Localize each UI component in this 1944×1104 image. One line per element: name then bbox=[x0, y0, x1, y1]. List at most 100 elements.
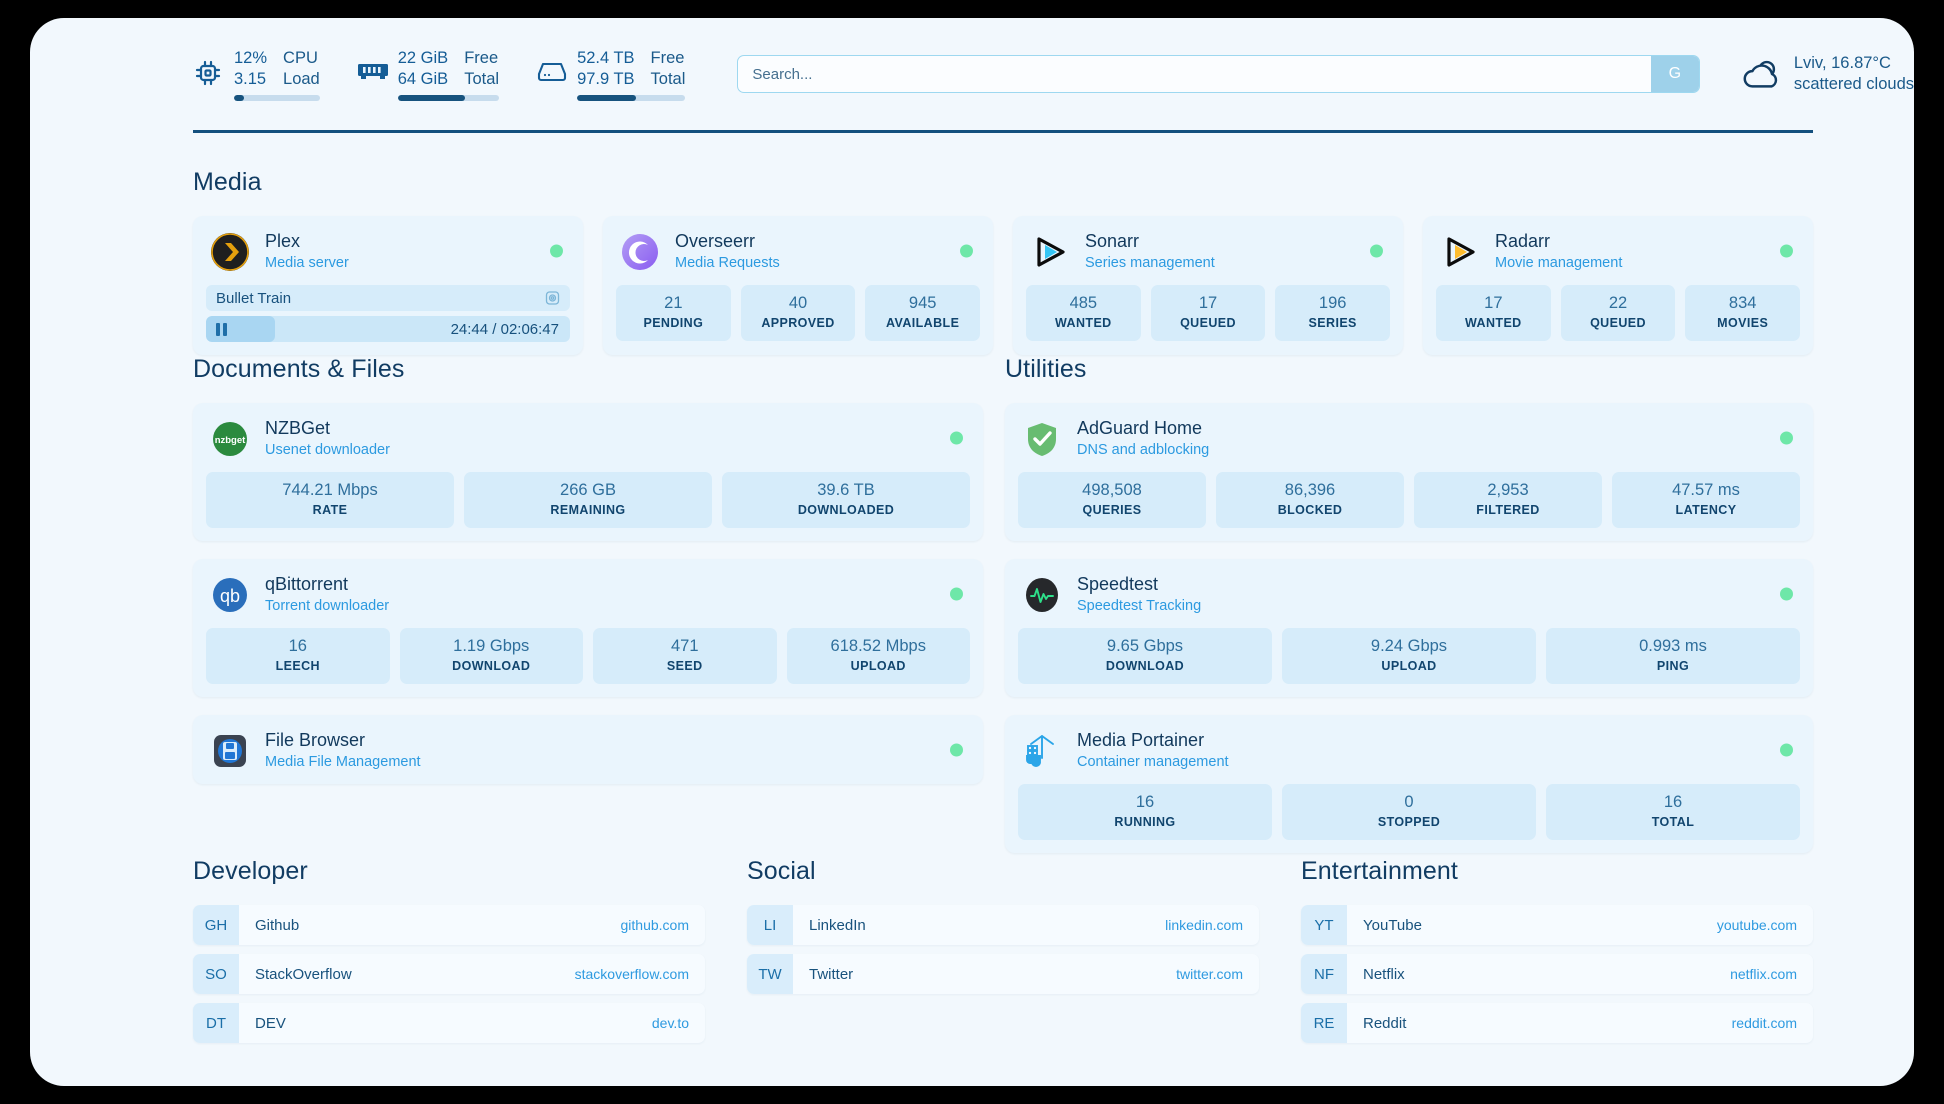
card-header: File Browser Media File Management bbox=[193, 715, 983, 784]
card-labels: qBittorrent Torrent downloader bbox=[265, 573, 389, 616]
stat-tile[interactable]: 9.24 Gbps UPLOAD bbox=[1282, 628, 1536, 684]
service-card[interactable]: AdGuard Home DNS and adblocking 498,508 … bbox=[1005, 403, 1813, 541]
card-subtitle: Usenet downloader bbox=[265, 442, 390, 458]
bookmark-item[interactable]: GH Github github.com bbox=[193, 905, 705, 945]
stat-tile[interactable]: 498,508 QUERIES bbox=[1018, 472, 1206, 528]
memory-icon bbox=[357, 58, 388, 88]
media-card-row: Plex Media server Bullet Train 24:44 / 0… bbox=[193, 216, 1813, 355]
service-card[interactable]: nzbget NZBGet Usenet downloader 744.21 M… bbox=[193, 403, 983, 541]
stat-label: DOWNLOADED bbox=[797, 503, 895, 517]
portainer-icon bbox=[1023, 732, 1061, 770]
bookmark-item[interactable]: DT DEV dev.to bbox=[193, 1003, 705, 1043]
bookmark-url: linkedin.com bbox=[1165, 917, 1243, 933]
stat-tile[interactable]: 9.65 Gbps DOWNLOAD bbox=[1018, 628, 1272, 684]
bookmark-item[interactable]: YT YouTube youtube.com bbox=[1301, 905, 1813, 945]
dashboard-content: Media Plex Media server Bullet Train bbox=[30, 130, 1914, 1086]
service-card[interactable]: Radarr Movie management 17 WANTED 22 QUE… bbox=[1423, 216, 1813, 355]
stat-tile[interactable]: 17 WANTED bbox=[1436, 285, 1551, 341]
search-submit-button[interactable]: G bbox=[1650, 56, 1699, 92]
card-header: Media Portainer Container management bbox=[1005, 715, 1813, 784]
stat-tile[interactable]: 16 RUNNING bbox=[1018, 784, 1272, 840]
stat-label: UPLOAD bbox=[850, 659, 906, 673]
pause-icon[interactable] bbox=[216, 322, 227, 336]
bookmark-item[interactable]: SO StackOverflow stackoverflow.com bbox=[193, 954, 705, 994]
stat-tile[interactable]: 196 SERIES bbox=[1275, 285, 1391, 341]
now-playing-progress[interactable]: 24:44 / 02:06:47 bbox=[206, 316, 570, 342]
stat-tile[interactable]: 618.52 Mbps UPLOAD bbox=[786, 628, 970, 684]
card-header: Sonarr Series management bbox=[1013, 216, 1403, 285]
bookmark-abbr: YT bbox=[1301, 905, 1347, 945]
stat-row: 21 PENDING 40 APPROVED 945 AVAILABLE bbox=[603, 285, 993, 354]
service-card[interactable]: Media Portainer Container management 16 … bbox=[1005, 715, 1813, 853]
stat-tile[interactable]: 40 APPROVED bbox=[740, 285, 856, 341]
stat-tile[interactable]: 471 SEED bbox=[593, 628, 777, 684]
service-card[interactable]: qb qBittorrent Torrent downloader 16 LEE… bbox=[193, 559, 983, 697]
bookmark-item[interactable]: RE Reddit reddit.com bbox=[1301, 1003, 1813, 1043]
stat-label: RATE bbox=[312, 503, 348, 517]
stat-tile[interactable]: 16 LEECH bbox=[206, 628, 390, 684]
stat-value: 16 bbox=[1663, 793, 1683, 811]
service-card[interactable]: Speedtest Speedtest Tracking 9.65 Gbps D… bbox=[1005, 559, 1813, 697]
service-card[interactable]: Plex Media server Bullet Train 24:44 / 0… bbox=[193, 216, 583, 355]
bookmark-item[interactable]: NF Netflix netflix.com bbox=[1301, 954, 1813, 994]
stat-tile[interactable]: 21 PENDING bbox=[616, 285, 731, 341]
card-title: Sonarr bbox=[1085, 231, 1140, 251]
stat-tile[interactable]: 86,396 BLOCKED bbox=[1216, 472, 1404, 528]
stat-tile[interactable]: 834 MOVIES bbox=[1685, 285, 1801, 341]
bookmark-abbr: LI bbox=[747, 905, 793, 945]
stat-tile[interactable]: 744.21 Mbps RATE bbox=[206, 472, 454, 528]
bookmark-item[interactable]: LI LinkedIn linkedin.com bbox=[747, 905, 1259, 945]
stat-label: DOWNLOAD bbox=[1105, 659, 1185, 673]
stat-label: QUEUED bbox=[1180, 316, 1236, 330]
status-indicator bbox=[960, 244, 973, 257]
stat-tile[interactable]: 2,953 FILTERED bbox=[1414, 472, 1602, 528]
weather-location: Lviv, 16.87°C bbox=[1793, 54, 1891, 72]
service-card[interactable]: File Browser Media File Management bbox=[193, 715, 983, 784]
stat-tile[interactable]: 266 GB REMAINING bbox=[464, 472, 712, 528]
stat-value: 2,953 bbox=[1487, 481, 1529, 499]
service-card[interactable]: Sonarr Series management 485 WANTED 17 Q… bbox=[1013, 216, 1403, 355]
stat-label: STOPPED bbox=[1377, 815, 1441, 829]
stat-label: WANTED bbox=[1465, 316, 1522, 330]
stat-label: PENDING bbox=[643, 316, 704, 330]
bookmark-name: YouTube bbox=[1363, 916, 1422, 934]
stat-tile[interactable]: 0.993 ms PING bbox=[1546, 628, 1800, 684]
stat-tile[interactable]: 17 QUEUED bbox=[1150, 285, 1266, 341]
cast-icon[interactable] bbox=[545, 291, 560, 306]
stat-tile[interactable]: 0 STOPPED bbox=[1282, 784, 1536, 840]
card-header: nzbget NZBGet Usenet downloader bbox=[193, 403, 983, 472]
status-indicator bbox=[1370, 244, 1383, 257]
stat-tile[interactable]: 16 TOTAL bbox=[1546, 784, 1800, 840]
stat-value: 485 bbox=[1069, 294, 1098, 312]
search-bar[interactable]: G bbox=[737, 55, 1700, 93]
resource-values: 52.4 TB 97.9 TB Free Total bbox=[577, 48, 685, 90]
stat-tile[interactable]: 945 AVAILABLE bbox=[865, 285, 981, 341]
resource-widgets: 12% 3.15 CPU Load 22 GiB 64 GiB Free Tot bbox=[193, 48, 686, 101]
bookmark-abbr: RE bbox=[1301, 1003, 1347, 1043]
stat-label: BLOCKED bbox=[1277, 503, 1343, 517]
stat-tile[interactable]: 22 QUEUED bbox=[1560, 285, 1676, 341]
card-labels: Speedtest Speedtest Tracking bbox=[1077, 573, 1201, 616]
section-documents: Documents & Files nzbget NZBGet Usenet d… bbox=[193, 355, 983, 784]
resource-values: 22 GiB 64 GiB Free Total bbox=[398, 48, 499, 90]
stat-value: 0.993 ms bbox=[1639, 637, 1707, 655]
stat-tile[interactable]: 47.57 ms LATENCY bbox=[1612, 472, 1800, 528]
card-subtitle: Movie management bbox=[1495, 255, 1623, 271]
bookmark-url: netflix.com bbox=[1730, 966, 1797, 982]
stat-tile[interactable]: 1.19 Gbps DOWNLOAD bbox=[399, 628, 583, 684]
service-card[interactable]: Overseerr Media Requests 21 PENDING 40 A… bbox=[603, 216, 993, 355]
card-labels: AdGuard Home DNS and adblocking bbox=[1077, 417, 1209, 460]
stat-tile[interactable]: 39.6 TB DOWNLOADED bbox=[722, 472, 970, 528]
bookmark-name: DEV bbox=[255, 1014, 286, 1032]
bookmark-group-title: Social bbox=[747, 857, 816, 885]
stat-label: SERIES bbox=[1308, 316, 1357, 330]
card-header: Speedtest Speedtest Tracking bbox=[1005, 559, 1813, 628]
stat-tile[interactable]: 485 WANTED bbox=[1026, 285, 1141, 341]
dashboard-page: 12% 3.15 CPU Load 22 GiB 64 GiB Free Tot bbox=[30, 18, 1914, 1086]
stat-label: PING bbox=[1656, 659, 1690, 673]
weather-widget: Lviv, 16.87°C scattered clouds bbox=[1740, 53, 1914, 95]
stat-label: AVAILABLE bbox=[886, 316, 960, 330]
card-subtitle: Media File Management bbox=[265, 754, 421, 770]
bookmark-item[interactable]: TW Twitter twitter.com bbox=[747, 954, 1259, 994]
search-input[interactable] bbox=[738, 56, 1651, 92]
